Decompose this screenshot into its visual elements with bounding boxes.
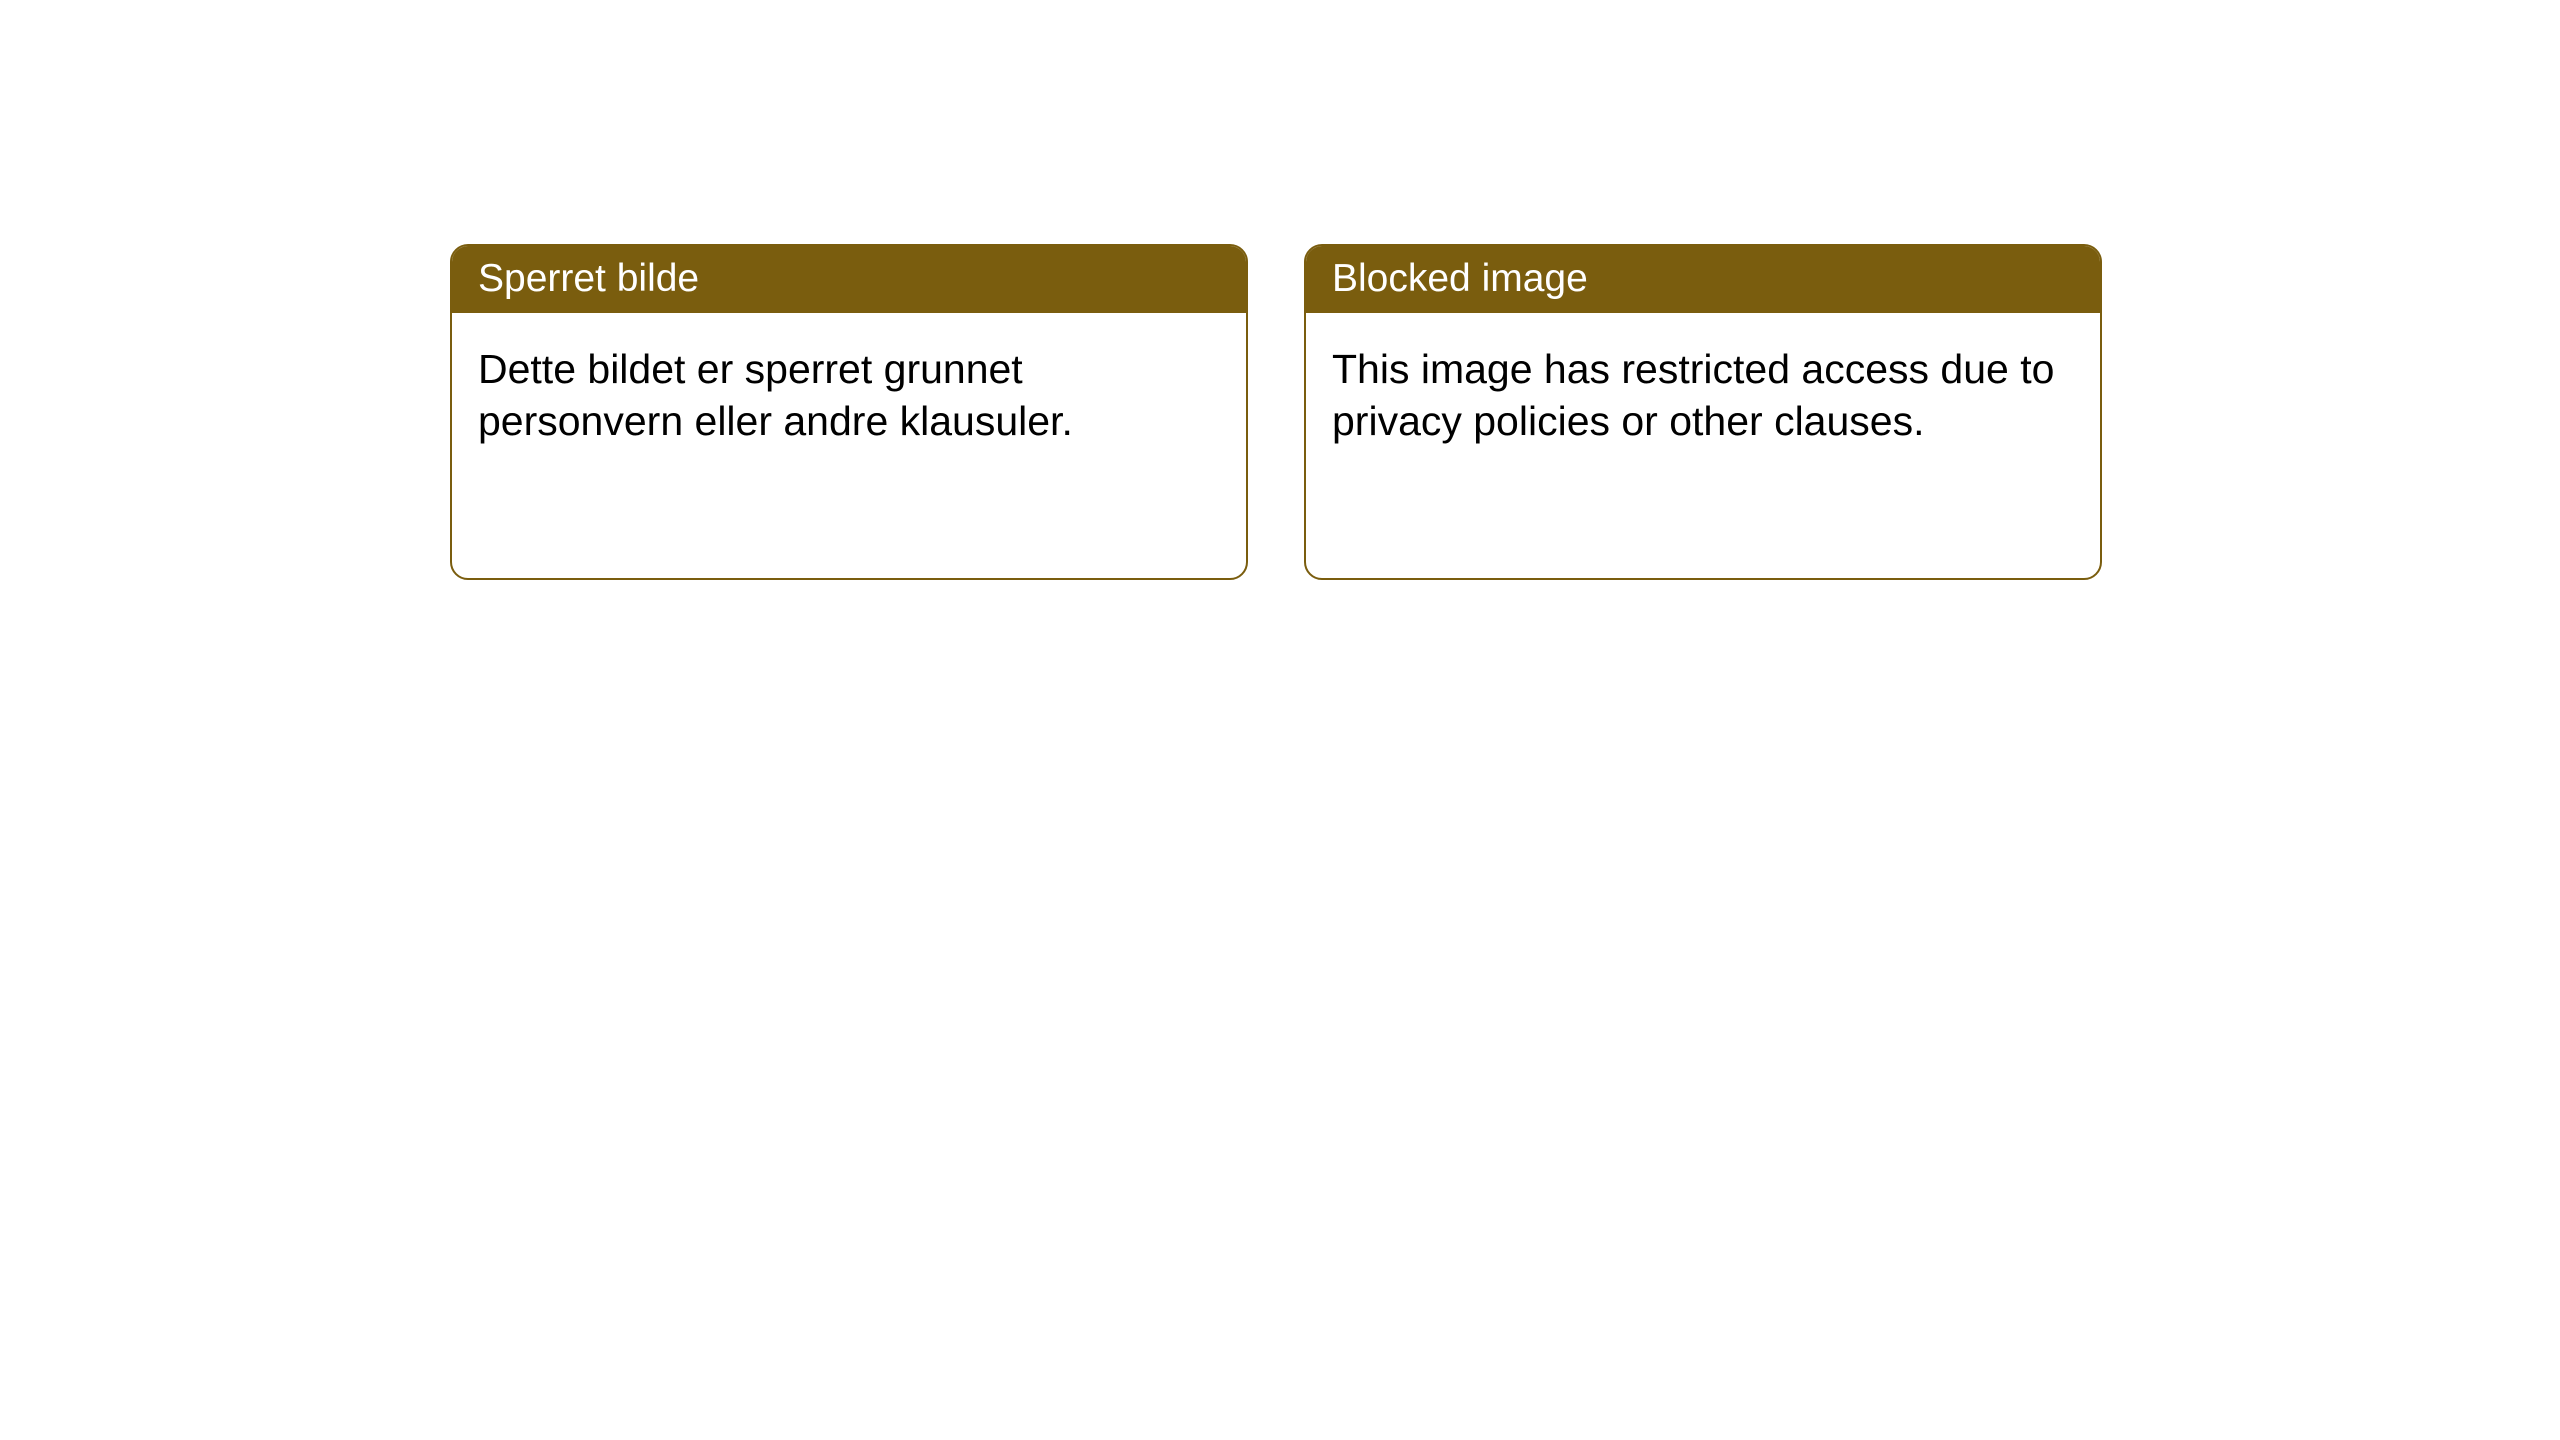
notice-title: Blocked image <box>1332 257 1588 300</box>
notice-body-text: This image has restricted access due to … <box>1332 346 2054 444</box>
notice-body: Dette bildet er sperret grunnet personve… <box>452 313 1246 478</box>
notice-body: This image has restricted access due to … <box>1306 313 2100 478</box>
notice-header: Blocked image <box>1306 246 2100 313</box>
notice-body-text: Dette bildet er sperret grunnet personve… <box>478 346 1073 444</box>
notice-title: Sperret bilde <box>478 257 699 300</box>
notice-card-norwegian: Sperret bilde Dette bildet er sperret gr… <box>450 244 1248 580</box>
notice-card-english: Blocked image This image has restricted … <box>1304 244 2102 580</box>
notice-container: Sperret bilde Dette bildet er sperret gr… <box>0 0 2560 580</box>
notice-header: Sperret bilde <box>452 246 1246 313</box>
